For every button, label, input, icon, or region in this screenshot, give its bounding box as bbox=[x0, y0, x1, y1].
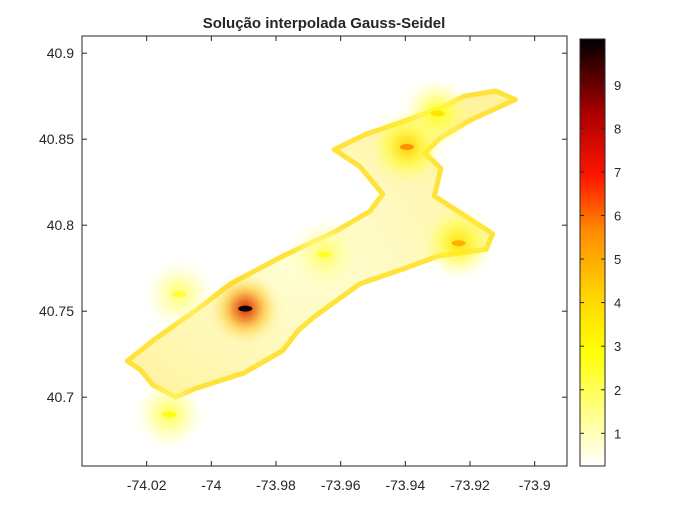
x-tick-label: -73.92 bbox=[450, 477, 490, 493]
y-axis: 40.7 40.75 40.8 40.85 40.9 bbox=[39, 45, 567, 405]
x-tick-label: -73.9 bbox=[519, 477, 551, 493]
heatmap-layer bbox=[124, 87, 518, 441]
colorbar-tick-label: 7 bbox=[614, 165, 621, 180]
x-axis: -74.02 -74 -73.98 -73.96 -73.94 -73.92 -73.9 bbox=[127, 36, 551, 493]
x-tick-label: -73.98 bbox=[256, 477, 296, 493]
hotspot bbox=[298, 228, 351, 281]
y-tick-label: 40.85 bbox=[39, 131, 74, 147]
colorbar-ticks: 1 2 3 4 5 6 7 8 9 bbox=[580, 78, 621, 441]
y-tick-label: 40.75 bbox=[39, 303, 74, 319]
colorbar-tick-label: 3 bbox=[614, 339, 621, 354]
colorbar-tick-label: 8 bbox=[614, 121, 621, 136]
hotspot bbox=[153, 268, 205, 320]
hotspot bbox=[219, 282, 272, 335]
colorbar-tick-label: 9 bbox=[614, 78, 621, 93]
x-tick-label: -74.02 bbox=[127, 477, 167, 493]
y-tick-label: 40.9 bbox=[47, 45, 74, 61]
y-tick-label: 40.7 bbox=[47, 389, 74, 405]
x-tick-label: -73.96 bbox=[321, 477, 361, 493]
x-tick-label: -74 bbox=[201, 477, 221, 493]
colorbar-tick-label: 6 bbox=[614, 208, 621, 223]
y-tick-label: 40.8 bbox=[47, 217, 74, 233]
x-tick-label: -73.94 bbox=[385, 477, 425, 493]
hotspot bbox=[380, 120, 433, 173]
colorbar-tick-label: 2 bbox=[614, 383, 621, 398]
hotspot bbox=[432, 217, 485, 270]
colorbar-tick-label: 4 bbox=[614, 296, 621, 311]
colorbar-tick-label: 1 bbox=[614, 426, 621, 441]
hotspot bbox=[411, 87, 464, 140]
colorbar-tick-label: 5 bbox=[614, 252, 621, 267]
hotspot bbox=[143, 388, 196, 441]
colorbar bbox=[579, 38, 606, 467]
chart-title: Solução interpolada Gauss-Seidel bbox=[203, 15, 446, 32]
